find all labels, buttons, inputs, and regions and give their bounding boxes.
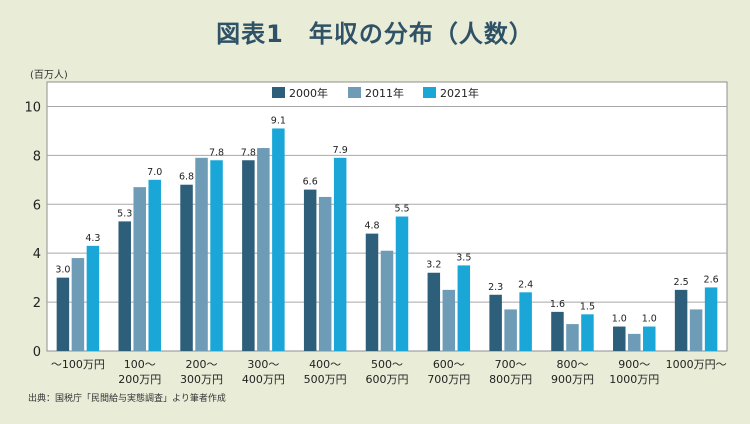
data-label: 5.3 xyxy=(117,208,132,219)
bar xyxy=(180,184,193,351)
bar xyxy=(380,250,394,351)
data-label: 1.5 xyxy=(580,301,595,312)
bar xyxy=(581,314,594,351)
bar xyxy=(643,326,656,351)
bar xyxy=(628,333,641,351)
bar xyxy=(333,157,347,351)
data-label: 4.8 xyxy=(364,221,379,232)
data-label: 9.1 xyxy=(271,115,286,126)
bar xyxy=(395,216,409,351)
bar xyxy=(257,148,270,351)
y-tick-label: 10 xyxy=(24,100,41,115)
bar xyxy=(148,179,161,351)
legend-label: 2000年 xyxy=(289,86,328,100)
chart-title: 図表1 年収の分布（人数） xyxy=(216,20,534,48)
y-tick-label: 4 xyxy=(33,247,41,262)
x-tick-label: 500万円 xyxy=(304,373,347,386)
legend-label: 2021年 xyxy=(440,86,479,100)
x-tick-label: 〜100万円 xyxy=(51,358,105,371)
bar xyxy=(318,196,332,351)
bar xyxy=(272,128,285,351)
bar xyxy=(242,160,255,351)
x-tick-label: 200〜 xyxy=(186,358,218,371)
bar xyxy=(566,324,579,351)
y-tick-label: 8 xyxy=(33,149,41,164)
bar xyxy=(689,309,703,351)
bar xyxy=(210,160,223,351)
x-tick-label: 300〜 xyxy=(247,358,279,371)
legend-swatch xyxy=(272,87,285,98)
data-label: 2.4 xyxy=(518,279,533,290)
data-label: 7.8 xyxy=(241,147,256,158)
y-axis-unit-label: (百万人) xyxy=(30,70,68,81)
bar xyxy=(303,189,317,351)
x-tick-label: 100〜 xyxy=(124,358,156,371)
data-label: 5.5 xyxy=(394,204,409,215)
legend-swatch xyxy=(423,87,436,98)
data-label: 2.3 xyxy=(488,282,503,293)
bar xyxy=(613,326,626,351)
data-label: 1.0 xyxy=(612,314,627,325)
bar xyxy=(71,258,85,351)
bar xyxy=(551,311,564,351)
data-label: 2.6 xyxy=(704,274,719,285)
data-label: 1.0 xyxy=(642,314,657,325)
data-label: 7.9 xyxy=(333,145,348,156)
x-tick-label: 500〜 xyxy=(371,358,403,371)
x-tick-label: 400万円 xyxy=(242,373,285,386)
y-tick-label: 6 xyxy=(33,198,41,213)
x-tick-label: 700万円 xyxy=(427,373,470,386)
y-tick-label: 2 xyxy=(33,296,41,311)
data-label: 2.5 xyxy=(674,277,689,288)
x-tick-label: 700〜 xyxy=(495,358,527,371)
data-label: 1.6 xyxy=(550,299,565,310)
x-tick-label: 1000万円 xyxy=(609,373,659,386)
data-label: 6.8 xyxy=(179,172,194,183)
x-tick-label: 900万円 xyxy=(551,373,594,386)
x-tick-label: 800万円 xyxy=(489,373,532,386)
data-label: 3.5 xyxy=(456,252,471,263)
data-label: 7.0 xyxy=(147,167,162,178)
data-label: 3.2 xyxy=(426,260,441,271)
x-tick-label: 600万円 xyxy=(366,373,409,386)
bar xyxy=(489,294,502,351)
x-tick-label: 800〜 xyxy=(556,358,588,371)
bar xyxy=(56,277,70,351)
data-label: 3.0 xyxy=(55,265,70,276)
bar xyxy=(365,233,379,351)
x-tick-label: 900〜 xyxy=(618,358,650,371)
x-tick-label: 1000万円〜 xyxy=(666,358,727,371)
bar xyxy=(118,221,131,351)
bar xyxy=(195,157,208,351)
source-note: 出典：国税庁「民間給与実態調査」より筆者作成 xyxy=(28,394,226,404)
bar xyxy=(133,187,146,351)
bar xyxy=(457,265,471,351)
legend-swatch xyxy=(348,87,361,98)
x-tick-label: 600〜 xyxy=(433,358,465,371)
data-label: 4.3 xyxy=(85,233,100,244)
x-tick-label: 300万円 xyxy=(180,373,223,386)
bar xyxy=(86,245,100,351)
data-label: 6.6 xyxy=(303,177,318,188)
legend-label: 2011年 xyxy=(365,86,404,100)
bar xyxy=(519,292,532,351)
data-label: 7.8 xyxy=(209,147,224,158)
bar xyxy=(427,272,441,351)
bar xyxy=(674,289,688,351)
y-tick-label: 0 xyxy=(33,345,41,360)
x-tick-label: 400〜 xyxy=(309,358,341,371)
bar xyxy=(442,289,456,351)
x-tick-label: 200万円 xyxy=(118,373,161,386)
bar xyxy=(504,309,517,351)
bar xyxy=(704,287,718,351)
